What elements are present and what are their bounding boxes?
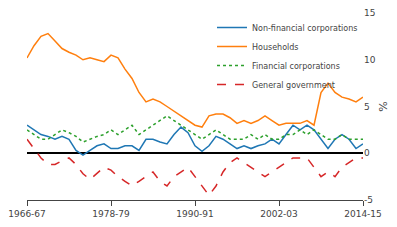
- svg-text:Financial corporations: Financial corporations: [252, 62, 340, 71]
- svg-text:1966-67: 1966-67: [8, 209, 46, 219]
- svg-text:General government: General government: [252, 81, 335, 90]
- svg-text:Non-financial corporations: Non-financial corporations: [252, 24, 357, 33]
- svg-text:1990-91: 1990-91: [176, 209, 214, 219]
- svg-text:15: 15: [364, 8, 375, 18]
- svg-text:2014-15: 2014-15: [344, 209, 382, 219]
- svg-text:%: %: [377, 101, 390, 111]
- svg-text:5: 5: [364, 102, 370, 112]
- svg-text:1978-79: 1978-79: [92, 209, 130, 219]
- svg-text:2002-03: 2002-03: [260, 209, 298, 219]
- svg-text:0: 0: [364, 148, 370, 158]
- svg-text:-5: -5: [364, 195, 373, 205]
- svg-text:Households: Households: [252, 43, 299, 52]
- svg-text:10: 10: [364, 55, 376, 65]
